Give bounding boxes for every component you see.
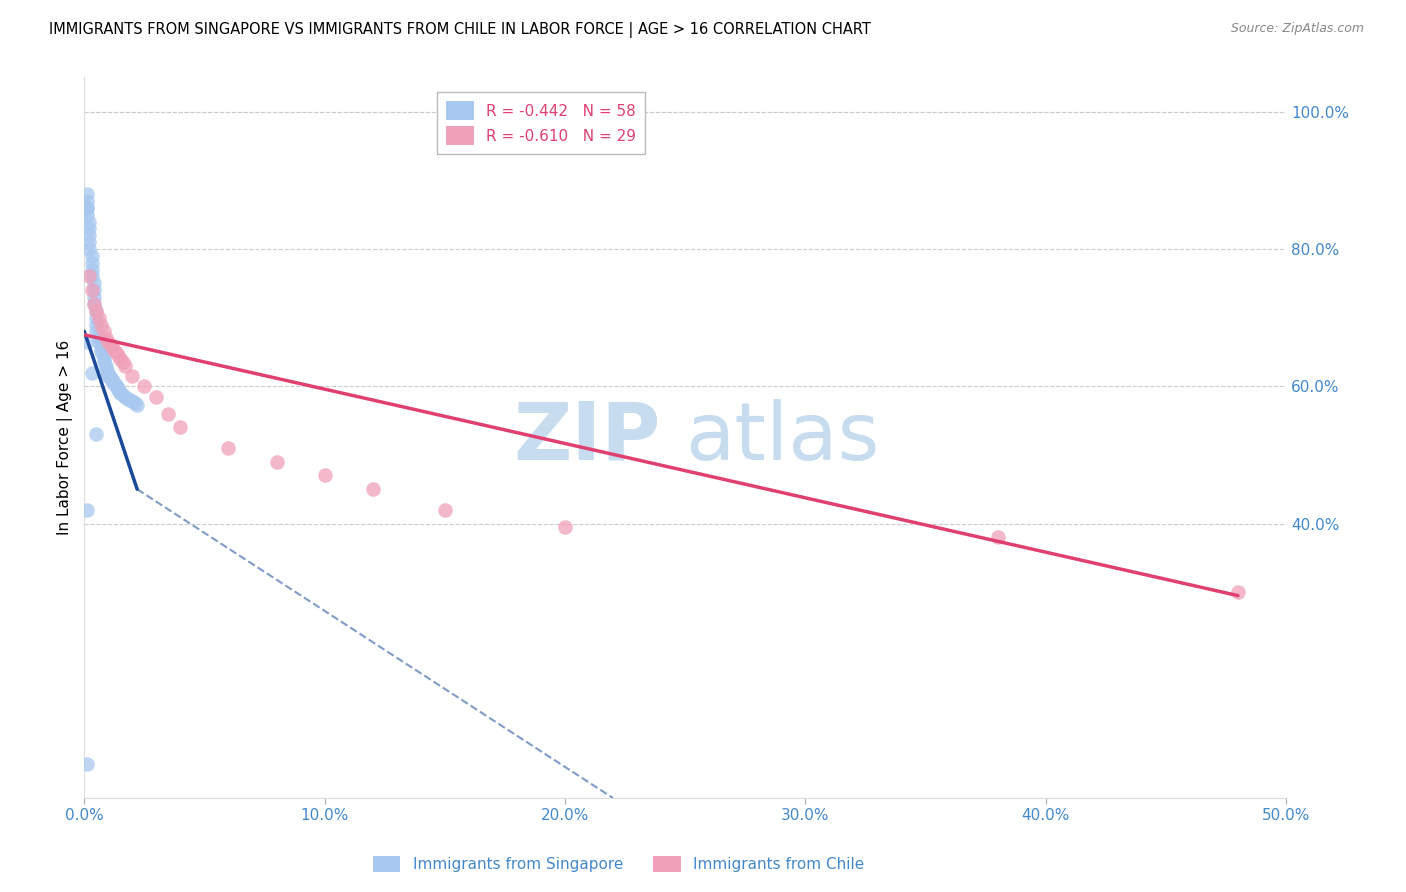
Point [87,310,110,325]
Point [111,387,134,401]
Point [76,334,98,349]
Point [84,318,107,332]
Point [169,420,191,434]
Point [1226,585,1249,599]
Legend: Immigrants from Singapore, Immigrants from Chile: Immigrants from Singapore, Immigrants fr… [366,848,872,880]
Point [107,383,129,397]
Point [97,367,120,381]
Point [97,366,120,380]
Text: atlas: atlas [685,399,880,476]
Point [104,379,127,393]
Point [134,379,156,393]
Point [314,468,336,483]
Point [107,381,129,395]
Point [97,369,120,384]
Point [84,303,107,318]
Point [93,348,115,362]
Point [80,262,103,277]
Point [121,394,143,409]
Point [76,201,98,215]
Point [77,269,100,284]
Point [94,331,117,345]
Point [100,371,122,385]
Point [77,214,100,228]
Point [80,256,103,270]
Point [84,324,107,338]
Point [218,441,240,455]
Point [90,338,112,352]
Point [84,303,107,318]
Point [100,338,122,352]
Point [84,310,107,325]
Point [94,359,117,373]
Point [77,242,100,256]
Point [100,372,122,386]
Point [77,235,100,249]
Point [77,221,100,235]
Point [101,374,124,388]
Point [110,384,132,399]
Point [83,277,105,291]
Point [77,228,100,243]
Point [361,482,384,496]
Point [93,351,115,366]
Point [83,297,105,311]
Text: IMMIGRANTS FROM SINGAPORE VS IMMIGRANTS FROM CHILE IN LABOR FORCE | AGE > 16 COR: IMMIGRANTS FROM SINGAPORE VS IMMIGRANTS … [49,22,872,38]
Text: ZIP: ZIP [513,399,661,476]
Point [76,201,98,215]
Legend: R = -0.442   N = 58, R = -0.610   N = 29: R = -0.442 N = 58, R = -0.610 N = 29 [437,92,645,154]
Point [110,386,132,401]
Point [114,359,136,373]
Point [87,327,110,342]
Point [104,378,127,392]
Point [127,399,149,413]
Point [84,427,107,442]
Point [76,194,98,208]
Y-axis label: In Labor Force | Age > 16: In Labor Force | Age > 16 [58,340,73,535]
Point [83,290,105,304]
Point [76,208,98,222]
Point [101,342,124,356]
Point [87,334,110,349]
Point [76,503,98,517]
Point [157,407,180,421]
Point [83,297,105,311]
Point [80,283,103,297]
Point [80,269,103,284]
Point [554,520,576,534]
Point [97,334,120,349]
Point [94,362,117,376]
Point [83,283,105,297]
Point [80,249,103,263]
Point [104,345,127,359]
Point [987,530,1010,544]
Text: Source: ZipAtlas.com: Source: ZipAtlas.com [1230,22,1364,36]
Point [110,351,132,366]
Point [111,355,134,369]
Point [93,324,115,338]
Point [117,392,139,406]
Point [433,503,456,517]
Point [90,342,112,356]
Point [124,396,146,410]
Point [80,366,103,380]
Point [93,355,115,369]
Point [114,390,136,404]
Point [76,756,98,771]
Point [145,390,167,404]
Point [90,318,112,332]
Point [118,392,141,407]
Point [76,187,98,202]
Point [121,369,143,384]
Point [101,376,124,390]
Point [87,331,110,345]
Point [107,348,129,362]
Point [266,455,288,469]
Point [90,345,112,359]
